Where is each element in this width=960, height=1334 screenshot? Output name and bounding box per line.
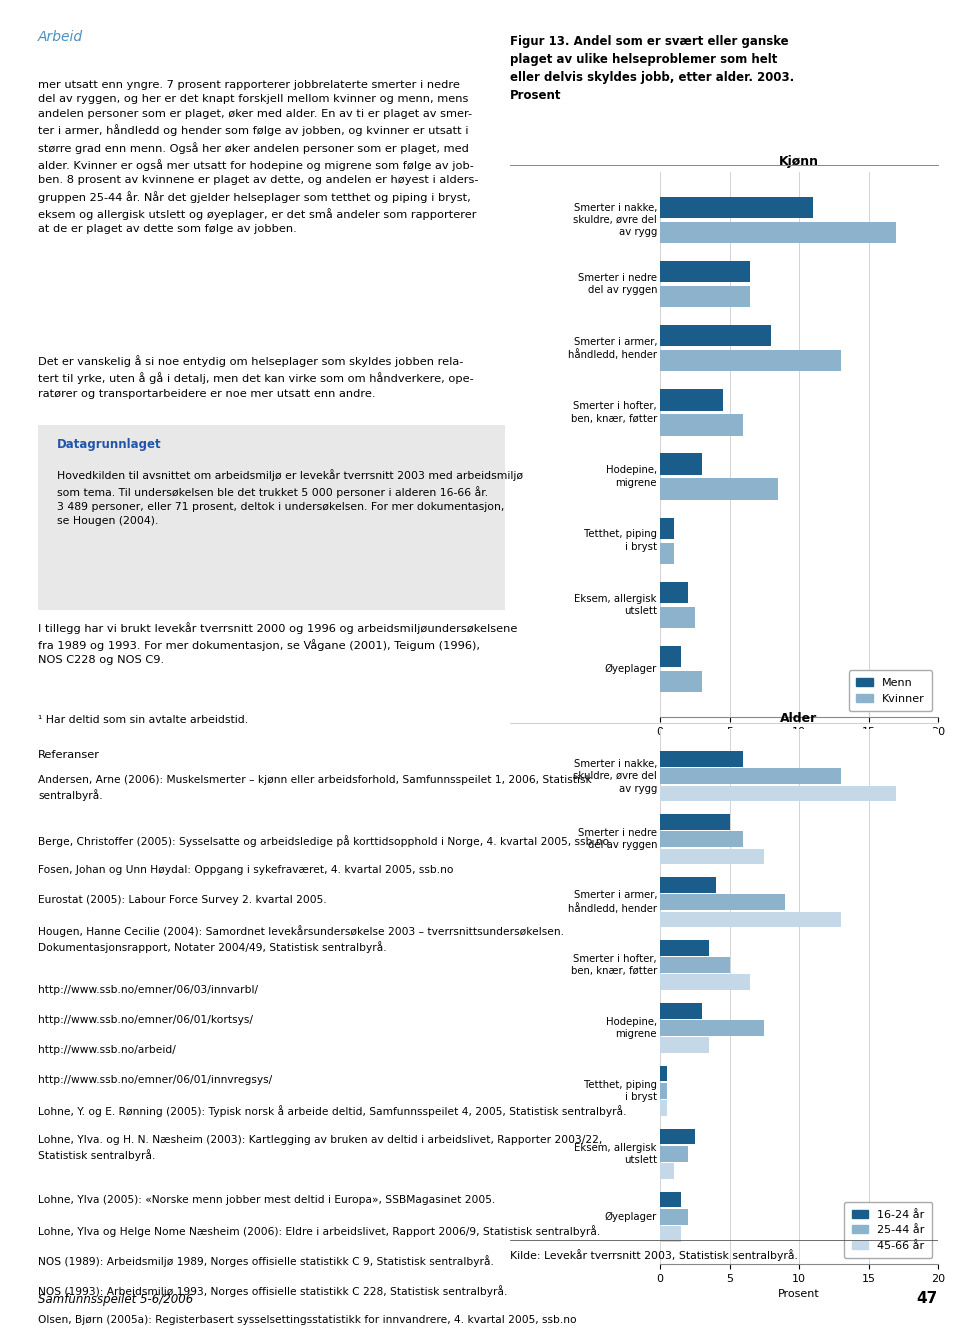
Text: http://www.ssb.no/emner/06/01/innvregsys/: http://www.ssb.no/emner/06/01/innvregsys… xyxy=(38,1075,273,1085)
Bar xyxy=(660,607,695,628)
Text: Hovedkilden til avsnittet om arbeidsmiljø er levekår tverrsnitt 2003 med arbeids: Hovedkilden til avsnittet om arbeidsmilj… xyxy=(57,470,523,526)
Text: Andersen, Arne (2006): Muskelsmerter – kjønn eller arbeidsforhold, Samfunnsspeil: Andersen, Arne (2006): Muskelsmerter – k… xyxy=(38,775,591,800)
Bar xyxy=(660,351,841,371)
Text: Datagrunnlaget: Datagrunnlaget xyxy=(57,438,161,451)
Text: 47: 47 xyxy=(917,1291,938,1306)
Bar xyxy=(660,751,743,767)
Bar xyxy=(660,974,751,990)
Title: Kjønn: Kjønn xyxy=(779,155,819,168)
Text: Smerter i nakke,
skuldre, øvre del
av rygg: Smerter i nakke, skuldre, øvre del av ry… xyxy=(573,759,657,794)
Text: Referanser: Referanser xyxy=(38,750,100,760)
Bar xyxy=(660,876,715,892)
Text: Lohne, Ylva (2005): «Norske menn jobber mest deltid i Europa», SSBMagasinet 2005: Lohne, Ylva (2005): «Norske menn jobber … xyxy=(38,1195,495,1205)
Text: http://www.ssb.no/emner/06/01/kortsys/: http://www.ssb.no/emner/06/01/kortsys/ xyxy=(38,1015,253,1025)
Text: Eksem, allergisk
utslett: Eksem, allergisk utslett xyxy=(574,594,657,616)
Text: Berge, Christoffer (2005): Sysselsatte og arbeidsledige på korttidsopphold i Nor: Berge, Christoffer (2005): Sysselsatte o… xyxy=(38,835,610,847)
Bar xyxy=(660,1226,681,1242)
Bar xyxy=(660,221,897,243)
Text: Smerter i hofter,
ben, knær, føtter: Smerter i hofter, ben, knær, føtter xyxy=(571,402,657,424)
Text: Lohne, Ylva. og H. N. Næsheim (2003): Kartlegging av bruken av deltid i arbeidsl: Lohne, Ylva. og H. N. Næsheim (2003): Ka… xyxy=(38,1135,602,1161)
Text: Olsen, Bjørn (2005a): Registerbasert sysselsettingsstatistikk for innvandrere, 4: Olsen, Bjørn (2005a): Registerbasert sys… xyxy=(38,1315,577,1325)
Bar xyxy=(660,1038,708,1053)
Bar xyxy=(660,1083,667,1099)
Text: Lohne, Ylva og Helge Nome Næsheim (2006): Eldre i arbeidslivet, Rapport 2006/9, : Lohne, Ylva og Helge Nome Næsheim (2006)… xyxy=(38,1225,600,1237)
Bar xyxy=(660,1021,764,1035)
Bar xyxy=(660,261,751,283)
Text: Øyeplager: Øyeplager xyxy=(605,1211,657,1222)
Text: Figur 13. Andel som er svært eller ganske
plaget av ulike helseproblemer som hel: Figur 13. Andel som er svært eller gansk… xyxy=(510,35,794,101)
Text: Hodepine,
migrene: Hodepine, migrene xyxy=(606,1017,657,1039)
Text: Hodepine,
migrene: Hodepine, migrene xyxy=(606,466,657,488)
Text: http://www.ssb.no/emner/06/03/innvarbl/: http://www.ssb.no/emner/06/03/innvarbl/ xyxy=(38,984,258,995)
Text: Lohne, Y. og E. Rønning (2005): Typisk norsk å arbeide deltid, Samfunnsspeilet 4: Lohne, Y. og E. Rønning (2005): Typisk n… xyxy=(38,1105,627,1117)
Bar xyxy=(660,390,723,411)
Bar xyxy=(660,786,897,802)
Bar xyxy=(660,415,743,435)
Text: Smerter i armer,
håndledd, hender: Smerter i armer, håndledd, hender xyxy=(568,336,657,360)
X-axis label: Prosent: Prosent xyxy=(779,1289,820,1299)
Bar xyxy=(660,814,730,830)
Text: Kilde: Levekår tverrsnitt 2003, Statistisk sentralbyrå.: Kilde: Levekår tverrsnitt 2003, Statisti… xyxy=(510,1250,798,1262)
Text: Hougen, Hanne Cecilie (2004): Samordnet levekårsundersøkelse 2003 – tverrsnittsu: Hougen, Hanne Cecilie (2004): Samordnet … xyxy=(38,924,564,952)
Bar xyxy=(660,325,771,347)
Text: Øyeplager: Øyeplager xyxy=(605,664,657,674)
Bar xyxy=(660,582,687,603)
Bar xyxy=(660,646,681,667)
Text: Tetthet, piping
i bryst: Tetthet, piping i bryst xyxy=(584,530,657,552)
Text: ¹ Har deltid som sin avtalte arbeidstid.: ¹ Har deltid som sin avtalte arbeidstid. xyxy=(38,715,248,724)
Bar xyxy=(660,543,674,564)
Text: Det er vanskelig å si noe entydig om helseplager som skyldes jobben rela-
tert t: Det er vanskelig å si noe entydig om hel… xyxy=(38,355,473,399)
Bar xyxy=(660,831,743,847)
Bar xyxy=(660,1066,667,1082)
Bar xyxy=(660,911,841,927)
Text: Smerter i nedre
del av ryggen: Smerter i nedre del av ryggen xyxy=(578,828,657,850)
Bar xyxy=(660,1129,695,1145)
Bar xyxy=(660,197,813,219)
Bar xyxy=(660,1146,687,1162)
Bar xyxy=(660,1209,687,1225)
Bar xyxy=(660,1003,702,1019)
Text: Smerter i nakke,
skuldre, øvre del
av rygg: Smerter i nakke, skuldre, øvre del av ry… xyxy=(573,203,657,237)
Text: Fosen, Johan og Unn Høydal: Oppgang i sykefraværet, 4. kvartal 2005, ssb.no: Fosen, Johan og Unn Høydal: Oppgang i sy… xyxy=(38,864,453,875)
Bar xyxy=(660,768,841,784)
Bar xyxy=(660,518,674,539)
Bar xyxy=(660,285,751,307)
Text: Smerter i hofter,
ben, knær, føtter: Smerter i hofter, ben, knær, føtter xyxy=(571,954,657,976)
Text: Smerter i nedre
del av ryggen: Smerter i nedre del av ryggen xyxy=(578,273,657,295)
Bar xyxy=(660,671,702,692)
Bar xyxy=(660,1101,667,1117)
Title: Alder: Alder xyxy=(780,712,818,726)
Bar xyxy=(660,454,702,475)
Bar xyxy=(660,1191,681,1207)
Text: Smerter i armer,
håndledd, hender: Smerter i armer, håndledd, hender xyxy=(568,890,657,914)
Text: mer utsatt enn yngre. 7 prosent rapporterer jobbrelaterte smerter i nedre
del av: mer utsatt enn yngre. 7 prosent rapporte… xyxy=(38,80,478,235)
Text: NOS (1993): Arbeidsmiljø 1993, Norges offisielle statistikk C 228, Statistisk se: NOS (1993): Arbeidsmiljø 1993, Norges of… xyxy=(38,1285,508,1297)
Bar xyxy=(660,958,730,972)
Bar xyxy=(660,1163,674,1179)
Bar xyxy=(660,894,785,910)
Text: I tillegg har vi brukt levekår tverrsnitt 2000 og 1996 og arbeidsmiljøundersøkel: I tillegg har vi brukt levekår tverrsnit… xyxy=(38,622,517,664)
Text: http://www.ssb.no/arbeid/: http://www.ssb.no/arbeid/ xyxy=(38,1045,176,1055)
Bar xyxy=(660,940,708,955)
Legend: Menn, Kvinner: Menn, Kvinner xyxy=(849,670,932,711)
Text: Samfunnsspeilet 5-6/2006: Samfunnsspeilet 5-6/2006 xyxy=(38,1293,193,1306)
Text: Tetthet, piping
i bryst: Tetthet, piping i bryst xyxy=(584,1079,657,1102)
Text: Eksem, allergisk
utslett: Eksem, allergisk utslett xyxy=(574,1143,657,1165)
X-axis label: Prosent: Prosent xyxy=(779,742,820,752)
Bar xyxy=(660,479,779,500)
Legend: 16-24 år, 25-44 år, 45-66 år: 16-24 år, 25-44 år, 45-66 år xyxy=(844,1202,932,1258)
Bar xyxy=(660,848,764,864)
Text: NOS (1989): Arbeidsmiljø 1989, Norges offisielle statistikk C 9, Statistisk sent: NOS (1989): Arbeidsmiljø 1989, Norges of… xyxy=(38,1255,493,1267)
Text: Arbeid: Arbeid xyxy=(38,29,84,44)
Text: Eurostat (2005): Labour Force Survey 2. kvartal 2005.: Eurostat (2005): Labour Force Survey 2. … xyxy=(38,895,326,904)
